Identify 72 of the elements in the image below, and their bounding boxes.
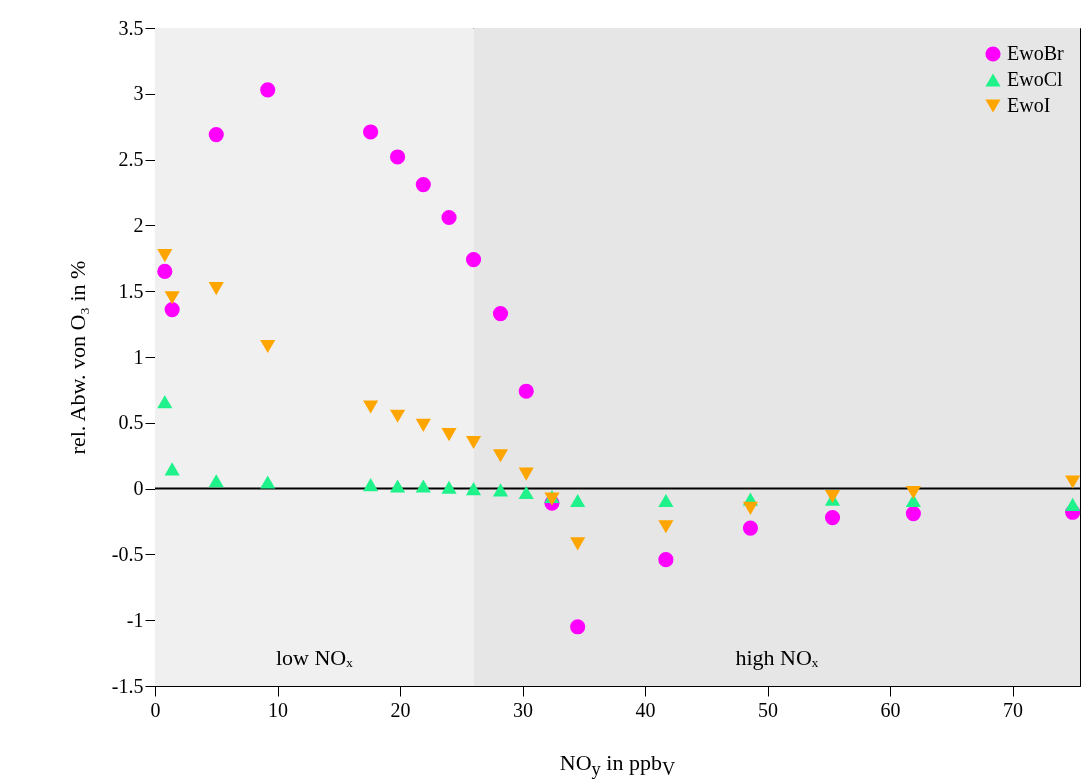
point xyxy=(441,209,457,226)
y-tick-label: 0 xyxy=(133,477,144,500)
point xyxy=(518,383,534,399)
point xyxy=(465,252,482,268)
y-tick-label: 2 xyxy=(133,213,144,236)
point xyxy=(570,619,586,635)
point xyxy=(415,177,431,193)
x-tick-label: 10 xyxy=(268,698,289,721)
y-tick-label: 2.5 xyxy=(118,148,144,171)
y-tick-label: 0.5 xyxy=(118,411,144,434)
point xyxy=(260,82,276,98)
point xyxy=(465,435,482,450)
legend-label: EwoI xyxy=(1007,94,1051,116)
point xyxy=(164,462,180,476)
point xyxy=(1065,497,1081,511)
point xyxy=(415,418,431,432)
point xyxy=(518,485,534,500)
x-tick-label: 50 xyxy=(758,698,779,721)
x-tick-label: 70 xyxy=(1003,698,1024,721)
point xyxy=(164,291,180,305)
y-tick-label: -1.5 xyxy=(111,674,144,697)
point xyxy=(390,149,406,165)
point xyxy=(208,474,224,488)
x-axis-title: NO$_{y}$ in ppb$_{V}$ xyxy=(558,750,677,781)
y-axis-title: rel. Abw. von O₃ in % xyxy=(64,260,90,455)
point xyxy=(157,249,173,263)
point xyxy=(492,483,509,497)
point xyxy=(441,480,457,494)
point xyxy=(905,485,921,500)
point xyxy=(260,339,276,354)
point xyxy=(390,479,406,493)
point xyxy=(441,428,457,442)
point xyxy=(570,493,586,508)
point xyxy=(492,449,509,463)
point xyxy=(157,395,173,409)
point xyxy=(824,509,841,526)
x-tick-label: 40 xyxy=(635,698,656,721)
point xyxy=(658,552,674,568)
x-tick-label: 20 xyxy=(390,698,411,721)
point xyxy=(658,493,674,508)
point xyxy=(363,124,379,140)
point xyxy=(570,537,586,551)
point xyxy=(363,478,379,492)
point xyxy=(742,520,759,536)
point xyxy=(260,475,276,489)
band-label: low NOₓ xyxy=(275,645,354,670)
y-tick-label: 3 xyxy=(133,82,144,105)
point xyxy=(492,306,509,322)
legend-label: EwoBr xyxy=(1007,42,1064,64)
y-tick-label: -1 xyxy=(126,608,144,631)
point xyxy=(658,520,674,534)
point xyxy=(157,263,173,280)
point xyxy=(208,282,224,296)
legend-label: EwoCl xyxy=(1007,68,1063,90)
point xyxy=(905,506,921,522)
point xyxy=(415,479,431,493)
y-tick-label: 1 xyxy=(133,345,144,368)
x-tick-label: 30 xyxy=(513,698,534,721)
point xyxy=(1065,475,1081,489)
point xyxy=(465,482,482,496)
x-tick-label: 60 xyxy=(880,698,901,721)
point xyxy=(518,467,534,481)
y-tick-label: -0.5 xyxy=(111,542,144,565)
point xyxy=(390,409,406,423)
y-tick-label: 3.5 xyxy=(118,16,144,39)
point xyxy=(164,302,180,318)
band-label: high NOₓ xyxy=(735,645,819,670)
y-tick-label: 1.5 xyxy=(118,279,144,302)
point xyxy=(742,501,759,515)
x-tick-label: 0 xyxy=(150,698,161,721)
point xyxy=(208,127,224,143)
point xyxy=(363,400,379,414)
